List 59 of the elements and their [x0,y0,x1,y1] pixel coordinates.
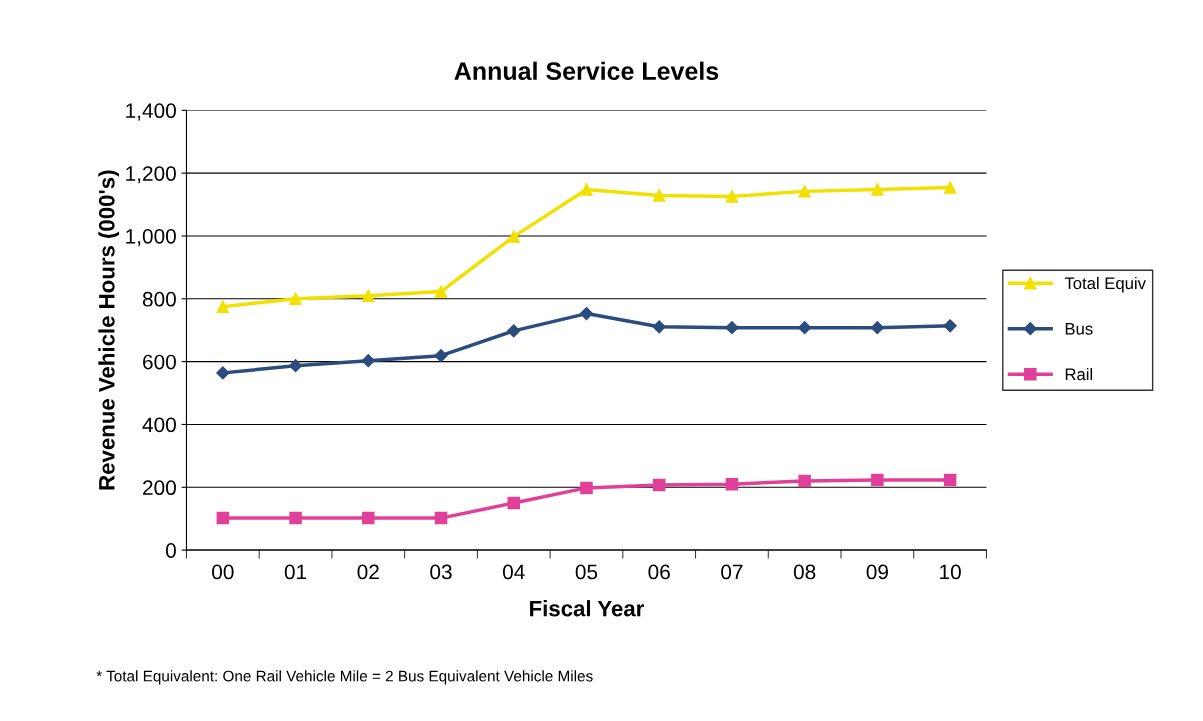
point [288,359,303,373]
legend-label: Total Equiv [1064,276,1146,293]
point [361,354,375,368]
point [289,511,302,525]
point [798,185,811,198]
point [725,190,739,203]
point [943,473,957,487]
x-tick-label: 02 [357,564,379,580]
chart-title: Annual Service Levels [454,61,719,80]
y-tick-label: 800 [142,291,176,307]
point [652,189,666,202]
y-tick-label: 600 [143,354,176,370]
x-tick-label: 08 [793,564,816,580]
point [871,473,884,487]
x-tick-label: 01 [284,564,307,580]
x-axis-title: Fiscal Year [530,600,645,617]
x-tick-label: 03 [430,564,452,580]
point [216,511,230,525]
point [434,511,448,525]
point [507,324,521,338]
point [434,349,448,363]
point [289,292,302,306]
x-tick-label: 05 [575,564,598,580]
point [652,320,666,334]
point [579,306,594,321]
point [507,496,520,510]
x-tick-label: 09 [866,564,888,580]
y-tick-label: 1,000 [126,228,176,247]
legend-label: Bus [1065,323,1093,335]
point [507,230,520,243]
point [798,474,811,488]
point [725,477,739,491]
point [870,321,884,335]
point [216,366,230,380]
point [580,481,593,495]
y-axis-title: Revenue Vehicle Hours (000's) [98,170,120,490]
point [216,300,230,313]
point [362,511,375,525]
x-tick-label: 00 [212,564,234,580]
point [943,181,957,194]
x-tick-label: 04 [502,564,525,580]
y-tick-label: 200 [143,480,176,496]
point [725,321,739,335]
point [943,319,957,333]
x-tick-label: 10 [940,564,961,580]
legend-label: Rail [1065,367,1093,381]
point [652,478,666,492]
point [362,289,375,302]
y-tick-label: 400 [142,417,176,433]
point [871,183,884,196]
point [580,183,593,196]
x-tick-label: 06 [648,564,670,580]
x-tick-label: 07 [721,564,743,580]
y-tick-label: 0 [165,543,176,558]
text: * Total Equivalent: One Rail Vehicle Mile = 2 Bus Equivalent Vehicle Miles [96,670,593,685]
point [798,321,812,335]
y-tick-label: 1,200 [126,166,176,184]
point [434,285,448,298]
y-tick-label: 1,400 [126,103,176,121]
